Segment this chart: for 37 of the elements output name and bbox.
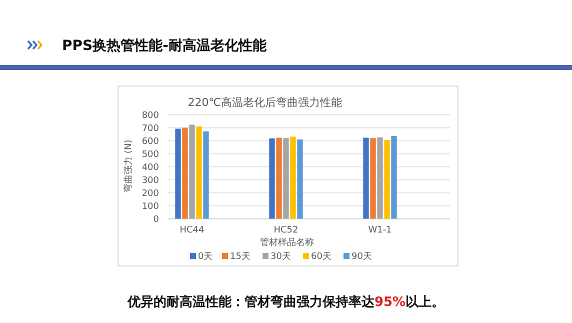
x-tick-label: W1-1 (368, 226, 392, 236)
bar (175, 128, 181, 219)
bar (363, 138, 369, 219)
legend-label: 15天 (230, 251, 250, 262)
x-axis-title: 管材样品名称 (260, 237, 314, 248)
y-tick-label: 0 (153, 215, 160, 226)
bar (370, 138, 376, 219)
legend-label: 0天 (198, 251, 213, 262)
y-axis-title: 弯曲强力 (N) (123, 140, 134, 192)
legend-label: 60天 (311, 251, 332, 262)
y-tick-label: 600 (142, 137, 160, 148)
bar (377, 137, 383, 219)
chart-title: 220℃高温老化后弯曲强力性能 (188, 96, 342, 109)
bar (182, 128, 188, 219)
bar (391, 136, 397, 219)
y-tick-label: 400 (142, 163, 160, 174)
legend-label: 90天 (352, 251, 372, 262)
bar (297, 139, 303, 219)
y-tick-label: 200 (142, 189, 160, 200)
text: PPS换热管性能-耐高温老化性能 (62, 37, 268, 54)
bar (290, 136, 296, 219)
bar (276, 138, 282, 219)
bar (384, 140, 390, 219)
bar (196, 126, 202, 219)
x-tick-label: HC44 (180, 226, 205, 236)
y-tick-label: 300 (142, 176, 160, 186)
bar (203, 131, 209, 219)
y-tick-label: 700 (142, 124, 160, 134)
y-tick-label: 800 (142, 111, 160, 122)
bar (283, 138, 289, 219)
bar (189, 124, 195, 219)
y-tick-label: 100 (142, 202, 160, 212)
bar (269, 138, 275, 219)
legend-label: 30天 (270, 251, 291, 262)
x-tick-label: HC52 (274, 226, 298, 236)
y-tick-label: 500 (142, 150, 160, 160)
text: 优异的耐高温性能：管材弯曲强力保持率达95%以上。 (126, 294, 445, 310)
